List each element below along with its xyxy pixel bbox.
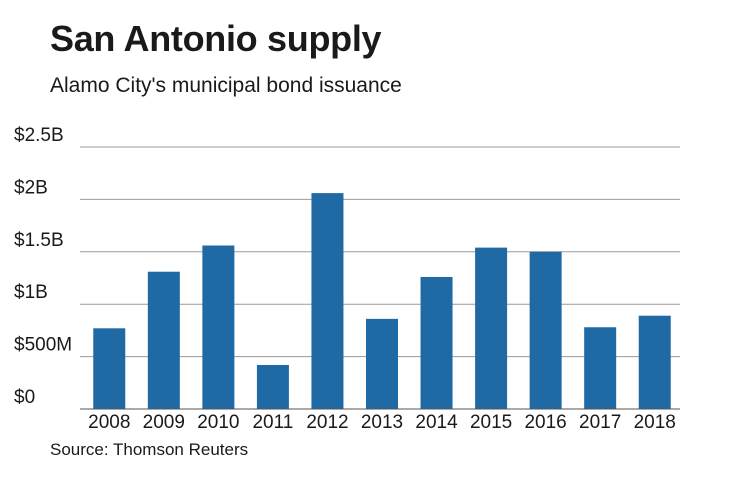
x-tick-label: 2014 [415,412,458,433]
y-tick-label: $1B [14,282,48,303]
x-tick-label: 2009 [143,412,185,433]
x-tick-label: 2012 [306,412,348,433]
chart-title: San Antonio supply [50,18,382,59]
bar-2016 [529,251,562,409]
source-note: Source: Thomson Reuters [50,440,249,459]
bar-2010 [202,245,235,409]
bar-2017 [584,327,617,409]
bar-2018 [638,315,671,409]
bar-2014 [420,276,453,409]
y-tick-label: $1.5B [14,230,64,251]
bar-2008 [93,328,126,409]
x-tick-label: 2013 [361,412,403,433]
x-tick-label: 2008 [88,412,130,433]
x-tick-label: 2015 [470,412,512,433]
bar-2012 [311,193,344,409]
x-tick-label: 2016 [524,412,566,433]
chart-subtitle: Alamo City's municipal bond issuance [50,74,402,97]
y-tick-label: $0 [14,387,35,408]
x-tick-label: 2017 [579,412,621,433]
bar-2013 [366,318,398,409]
x-tick-label: 2018 [634,412,676,433]
x-tick-label: 2011 [252,412,293,433]
y-tick-label: $2B [14,177,48,198]
x-tick-label: 2010 [197,412,239,433]
y-tick-label: $2.5B [14,125,64,146]
bar-2009 [147,271,180,409]
bar-2015 [475,247,508,409]
y-tick-label: $500M [14,335,72,356]
bar-2011 [256,364,289,409]
